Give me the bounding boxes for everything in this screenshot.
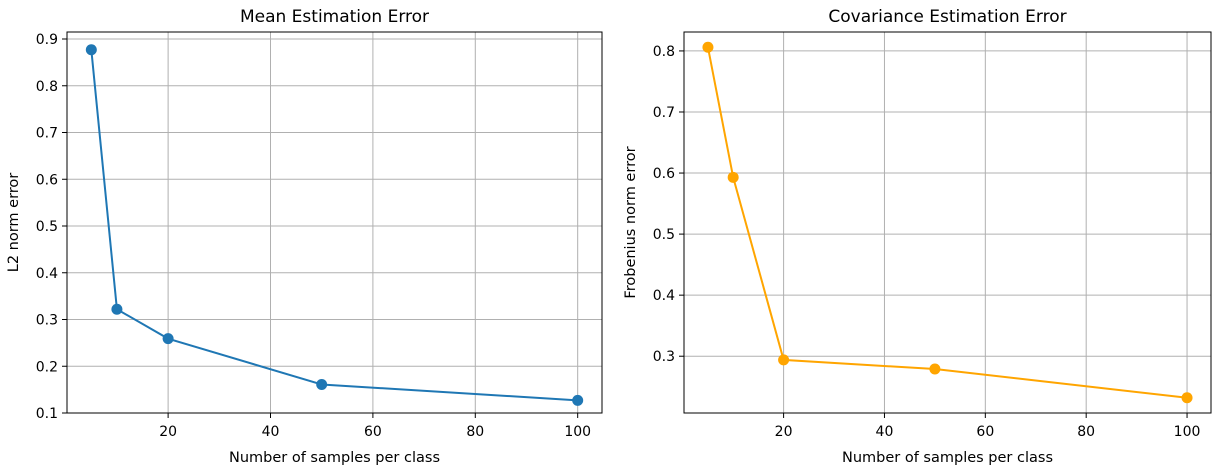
mean-error-y-tick-label: 0.3	[36, 313, 58, 329]
mean-error-x-axis-label: Number of samples per class	[229, 450, 440, 466]
covariance-error-data-point	[929, 363, 941, 375]
mean-error-data-point	[316, 378, 328, 390]
mean-error-x-tick-label: 40	[262, 424, 280, 440]
covariance-error-y-tick-label: 0.6	[653, 166, 675, 182]
covariance-error-x-tick-label: 80	[1077, 424, 1095, 440]
covariance-error-data-point	[1181, 392, 1193, 404]
covariance-error-x-tick-label: 20	[775, 424, 793, 440]
covariance-error-data-point	[727, 171, 739, 183]
covariance-error-y-tick-label: 0.3	[653, 349, 675, 365]
mean-error-data-point	[162, 333, 174, 345]
covariance-error-chart: 20 40 60 80 100 0.3 0.4 0.5 0.6 0.7 0.8 Covariance…	[623, 7, 1212, 466]
mean-error-y-tick-label: 0.6	[36, 172, 58, 188]
mean-error-y-tick-label: 0.1	[36, 406, 58, 422]
covariance-error-x-tick-label: 40	[876, 424, 894, 440]
covariance-error-y-tick-label: 0.8	[653, 44, 675, 60]
mean-error-chart: 20 40 60 80 100 0.1 0.2 0.3 0.4 0.5 0.6 0.7 0.8 0.9 M…	[6, 7, 603, 466]
mean-error-y-tick-label: 0.5	[36, 219, 58, 235]
covariance-error-ticks: 20 40 60 80 100 0.3 0.4 0.5 0.6 0.7 0.8	[653, 44, 1201, 440]
covariance-error-y-tick-label: 0.5	[653, 227, 675, 243]
mean-error-title: Mean Estimation Error	[240, 7, 429, 27]
mean-error-y-tick-label: 0.7	[36, 126, 58, 142]
mean-error-data-point	[111, 303, 123, 315]
covariance-error-y-tick-label: 0.4	[653, 288, 675, 304]
covariance-error-x-axis-label: Number of samples per class	[842, 450, 1053, 466]
mean-error-axes-frame	[66, 31, 603, 414]
covariance-error-y-tick-label: 0.7	[653, 105, 675, 121]
covariance-error-grid	[684, 32, 1211, 413]
mean-error-y-tick-label: 0.8	[36, 79, 58, 95]
covariance-error-y-axis-label: Frobenius norm error	[623, 146, 639, 298]
mean-error-data-point	[85, 44, 97, 56]
mean-error-ticks: 20 40 60 80 100 0.1 0.2 0.3 0.4 0.5 0.6 0.7 0.8 0.9	[36, 32, 591, 440]
mean-error-x-tick-label: 80	[466, 424, 484, 440]
mean-error-series	[85, 44, 584, 406]
mean-error-y-tick-label: 0.9	[36, 32, 58, 48]
mean-error-x-tick-label: 20	[159, 424, 177, 440]
mean-error-y-tick-label: 0.2	[36, 359, 58, 375]
mean-error-x-tick-label: 60	[364, 424, 382, 440]
covariance-error-data-point	[702, 41, 714, 53]
mean-error-data-point	[572, 394, 584, 406]
covariance-error-data-point	[778, 354, 790, 366]
covariance-error-axes-frame	[683, 31, 1212, 414]
covariance-error-series	[702, 41, 1193, 404]
covariance-error-x-tick-label: 100	[1174, 424, 1201, 440]
mean-error-y-tick-label: 0.4	[36, 266, 58, 282]
mean-error-x-tick-label: 100	[564, 424, 591, 440]
covariance-error-title: Covariance Estimation Error	[828, 7, 1066, 27]
covariance-error-x-tick-label: 60	[976, 424, 994, 440]
mean-error-y-axis-label: L2 norm error	[6, 173, 22, 273]
